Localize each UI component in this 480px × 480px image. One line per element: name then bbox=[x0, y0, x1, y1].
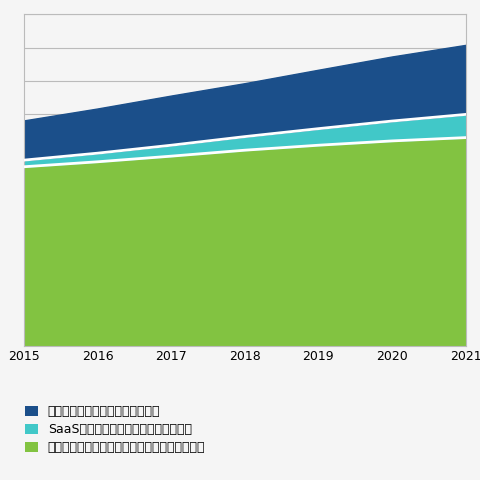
Legend: セキュリティアプライアンス市場, SaaS型セキュリティソフトウェア市場, オンプレミス型セキュリティソフトウェア市場: セキュリティアプライアンス市場, SaaS型セキュリティソフトウェア市場, オン… bbox=[22, 402, 209, 458]
